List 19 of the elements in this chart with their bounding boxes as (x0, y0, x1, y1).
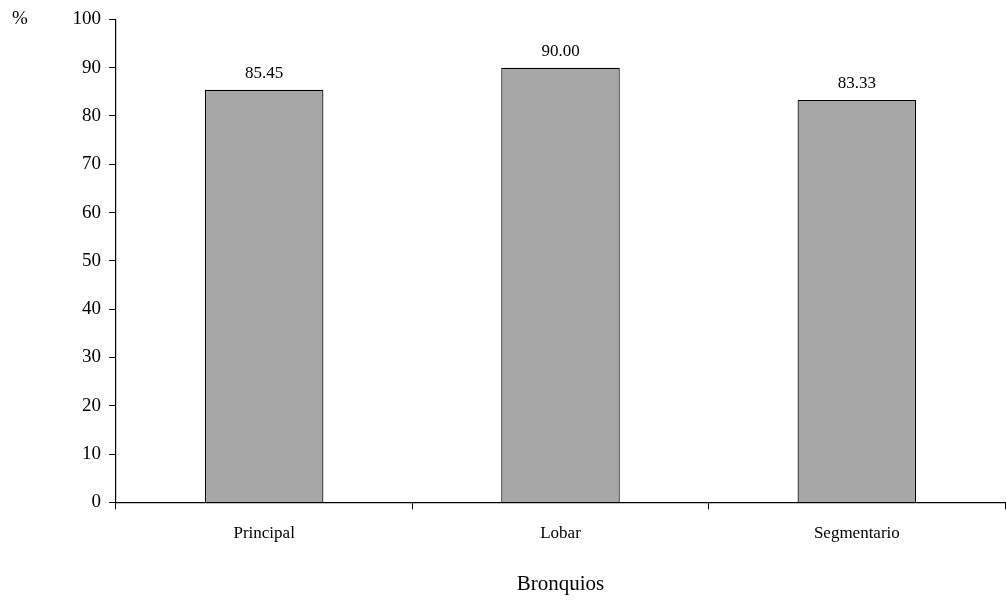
data-label: 83.33 (837, 72, 876, 92)
y-tick-label: 80 (82, 103, 101, 125)
data-label: 85.45 (245, 62, 284, 82)
y-axis-title: % (12, 7, 28, 29)
x-tick-label: Principal (233, 523, 296, 543)
y-tick-label: 100 (72, 7, 101, 29)
x-axis-title: Bronquios (516, 570, 605, 595)
x-tick-label: Lobar (540, 523, 582, 543)
y-tick-label: 10 (82, 442, 101, 464)
y-tick-label: 20 (82, 393, 101, 415)
y-tick-label: 40 (82, 297, 101, 319)
y-tick-label: 50 (82, 248, 101, 270)
y-tick-label: 30 (82, 345, 101, 367)
y-tick-label: 90 (82, 55, 101, 77)
x-tick-label: Segmentario (813, 523, 900, 543)
y-tick-label: 60 (82, 200, 101, 222)
data-label: 90.00 (541, 40, 580, 60)
y-tick-label: 0 (91, 490, 101, 512)
y-tick-label: 70 (82, 152, 101, 174)
